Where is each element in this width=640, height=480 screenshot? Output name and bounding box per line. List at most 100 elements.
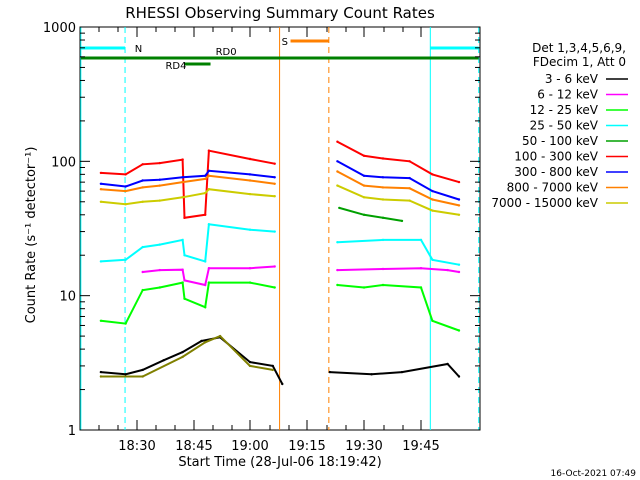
series-point-2: [431, 319, 434, 322]
series-point-1: [446, 268, 449, 272]
series-point-1: [183, 279, 186, 282]
y-tick-label-0: 1: [68, 424, 76, 439]
series-point-6: [431, 189, 434, 193]
series-point-5: [99, 171, 103, 175]
series-point-7: [273, 182, 276, 185]
series-point-9: [204, 341, 207, 344]
series-point-3: [183, 254, 186, 257]
series-point-8: [181, 196, 184, 199]
series-point-8: [362, 196, 366, 199]
chart-title: RHESSI Observing Summary Count Rates: [125, 4, 435, 22]
series-point-1: [207, 267, 211, 270]
series-point-5: [408, 160, 411, 163]
series-point-8: [431, 209, 434, 212]
series-point-8: [336, 184, 339, 187]
series-point-5: [336, 140, 339, 143]
series-point-8: [141, 200, 144, 203]
series-point-2: [336, 283, 339, 287]
series-point-3: [141, 245, 144, 249]
series-point-6: [204, 174, 207, 177]
y-tick-label-3: 1000: [43, 21, 76, 36]
series-point-5: [207, 149, 211, 152]
generation-timestamp: 16-Oct-2021 07:49: [551, 469, 637, 479]
series-point-6: [99, 182, 103, 185]
series-point-9: [248, 364, 252, 368]
series-line-2: [100, 281, 460, 332]
series-point-6: [273, 176, 276, 179]
legend-entry-label-7: 800 - 7000 keV: [507, 181, 599, 195]
series-point-5: [124, 173, 127, 176]
series-point-0: [328, 370, 331, 374]
series-point-1: [158, 268, 161, 272]
series-point-7: [124, 189, 127, 193]
series-point-7: [204, 177, 207, 181]
series-point-7: [141, 186, 144, 189]
series-point-8: [248, 192, 252, 196]
series-point-0: [162, 359, 165, 362]
series-point-6: [181, 176, 184, 179]
legend-header-line2: FDecim 1, Att 0: [533, 55, 626, 69]
series-point-1: [273, 265, 276, 268]
series-point-4: [362, 213, 366, 216]
series-point-6: [457, 198, 461, 201]
series-point-7: [181, 180, 184, 184]
series-point-9: [218, 334, 222, 338]
series-point-1: [457, 270, 461, 274]
series-point-5: [181, 158, 184, 161]
series-point-2: [124, 322, 127, 325]
series-point-8: [457, 213, 461, 216]
series-point-6: [248, 173, 252, 176]
series-point-2: [207, 281, 211, 284]
legend-header-line1: Det 1,3,4,5,6,9,: [532, 41, 626, 55]
series-point-7: [457, 204, 461, 207]
series-point-7: [431, 198, 434, 201]
series-point-5: [183, 216, 186, 219]
series-point-6: [381, 176, 385, 179]
series-point-6: [207, 169, 211, 172]
series-line-4: [339, 206, 403, 222]
series-point-5: [273, 162, 276, 165]
series-point-8: [207, 188, 211, 191]
series-point-6: [362, 174, 366, 177]
series-point-0: [200, 339, 203, 343]
series-point-0: [271, 364, 274, 368]
series-point-2: [248, 281, 252, 284]
series-point-4: [400, 219, 404, 223]
x-tick-label-1: 18:45: [175, 439, 212, 454]
series-point-2: [381, 283, 385, 287]
x-tick-label-0: 18:30: [118, 439, 155, 454]
series-point-6: [408, 176, 411, 180]
x-tick-label-4: 19:30: [345, 439, 382, 454]
series-point-8: [408, 199, 411, 202]
series-point-9: [181, 355, 184, 359]
series-point-2: [457, 329, 461, 332]
series-point-1: [336, 268, 339, 272]
y-tick-label-1: 10: [59, 290, 76, 305]
series-point-2: [158, 286, 161, 289]
series-point-2: [273, 286, 276, 289]
series-point-4: [338, 206, 341, 210]
x-tick-label-2: 19:00: [231, 439, 268, 454]
series-point-9: [99, 375, 103, 378]
series-point-1: [181, 268, 184, 271]
series-line-1: [142, 265, 460, 287]
plot-area: N S RD0 RD4 1 10 100 1000 18:30 18:45 19:00 19:15 19…: [43, 21, 481, 454]
series-point-6: [336, 160, 339, 163]
series-point-1: [419, 267, 423, 270]
series-point-0: [141, 368, 144, 372]
series-point-1: [204, 283, 207, 287]
series-point-8: [99, 200, 103, 203]
series-point-3: [457, 263, 461, 266]
series-point-3: [124, 258, 127, 261]
series-point-3: [99, 260, 103, 263]
series-point-7: [408, 187, 411, 190]
decimation-label-rd4: RD4: [165, 61, 186, 72]
legend: Det 1,3,4,5,6,9,FDecim 1, Att 0 3 - 6 keV…: [491, 41, 628, 210]
decimation-label-rd0: RD0: [216, 47, 237, 58]
series-point-2: [99, 319, 103, 322]
series-point-7: [336, 170, 339, 173]
y-tick-label-2: 100: [51, 155, 76, 170]
series-point-3: [181, 238, 184, 242]
series-point-2: [141, 288, 144, 292]
series-point-3: [248, 228, 252, 231]
